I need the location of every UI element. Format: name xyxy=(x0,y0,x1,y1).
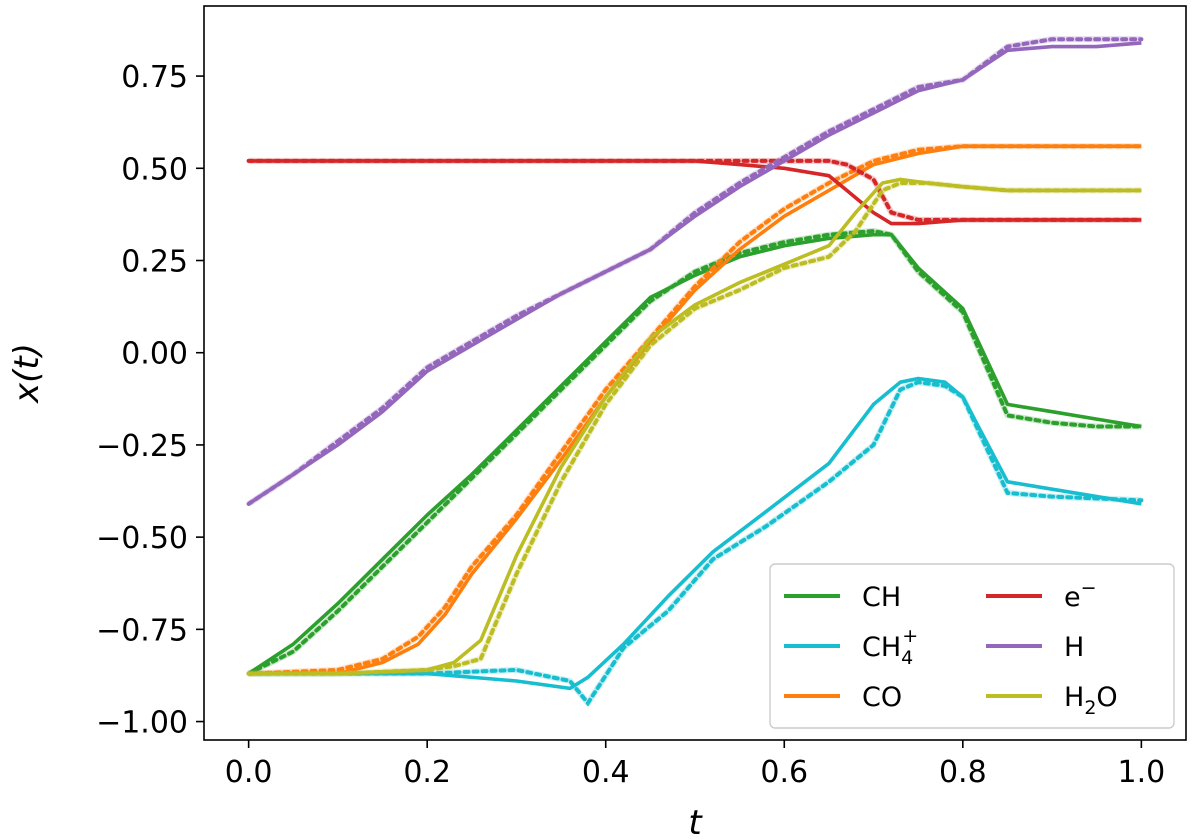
x-axis-label: t xyxy=(688,803,703,840)
x-tick-label: 0.4 xyxy=(582,755,630,790)
legend-label: CO xyxy=(862,682,902,713)
y-tick-label: 0.00 xyxy=(121,337,188,372)
legend: CH CH4+ CO e− H H2O xyxy=(769,563,1175,729)
y-tick-label: 0.50 xyxy=(121,152,188,187)
legend-label: CH xyxy=(862,582,901,613)
series-layer xyxy=(246,36,1144,707)
series-ch-solid-line xyxy=(247,232,1142,676)
y-tick-label: 0.75 xyxy=(121,60,188,95)
series-h2o-solid-line xyxy=(248,177,1142,676)
y-tick-label: 0.25 xyxy=(121,245,188,280)
x-tick-label: 0.2 xyxy=(403,755,451,790)
y-axis-label: x(t) xyxy=(7,343,47,404)
legend-label: H2O xyxy=(1064,682,1118,719)
legend-label: e− xyxy=(1064,577,1097,613)
y-tick-label: −0.25 xyxy=(96,429,188,464)
x-tick-label: 1.0 xyxy=(1118,755,1166,790)
legend-label: CH4+ xyxy=(862,625,918,669)
series-h-dotted-line xyxy=(246,37,1144,506)
legend-box xyxy=(769,563,1175,729)
x-tick-label: 0.0 xyxy=(225,755,273,790)
series-h-solid-line xyxy=(247,41,1142,506)
y-tick-label: −0.50 xyxy=(96,521,188,556)
series-co-solid-line xyxy=(248,144,1142,676)
y-tick-label: −0.75 xyxy=(96,613,188,648)
legend-label: H xyxy=(1064,632,1084,663)
x-tick-label: 0.6 xyxy=(760,755,808,790)
plot-frame xyxy=(203,5,1187,741)
ticks-layer: 0.0 0.2 0.4 0.6 0.8 1.0 −1.00 −0.75 −0.50 −0.25 0.… xyxy=(96,60,1165,790)
series-ch4-solid-line xyxy=(248,376,1142,691)
x-tick-label: 0.8 xyxy=(939,755,987,790)
y-tick-label: −1.00 xyxy=(96,706,188,741)
series-e-solid-line xyxy=(248,159,1142,226)
series-ch-dotted-line xyxy=(246,228,1144,676)
